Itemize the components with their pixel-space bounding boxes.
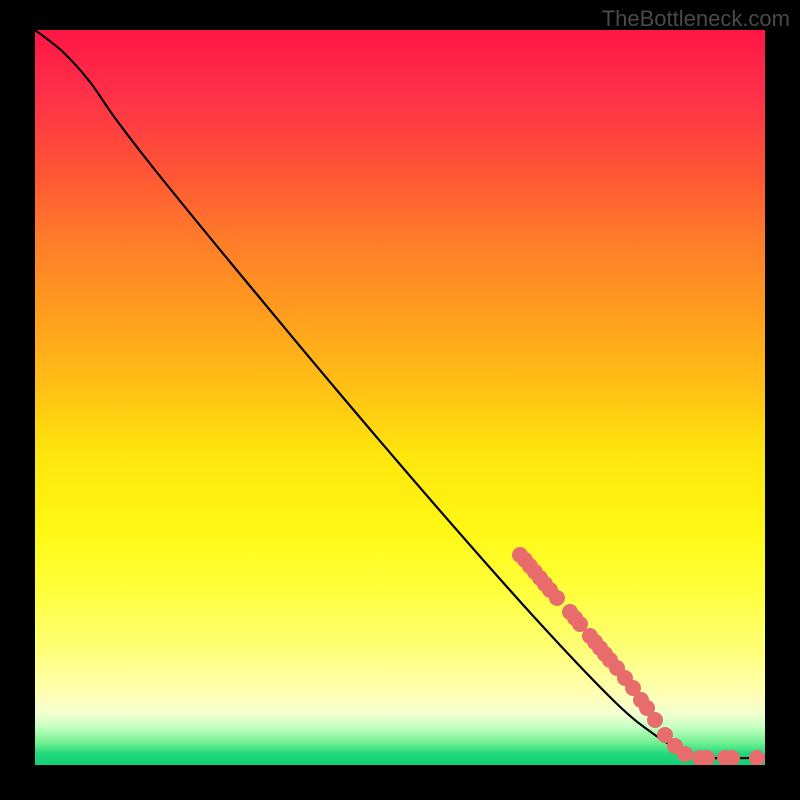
data-marker	[749, 750, 765, 765]
chart-container: TheBottleneck.com	[0, 0, 800, 800]
data-marker	[677, 746, 693, 762]
attribution-label: TheBottleneck.com	[602, 6, 790, 32]
data-marker	[647, 712, 663, 728]
curve-layer	[35, 30, 765, 765]
bottleneck-curve	[35, 30, 765, 758]
plot-area	[35, 30, 765, 765]
data-marker	[549, 590, 565, 606]
data-markers	[512, 547, 765, 765]
